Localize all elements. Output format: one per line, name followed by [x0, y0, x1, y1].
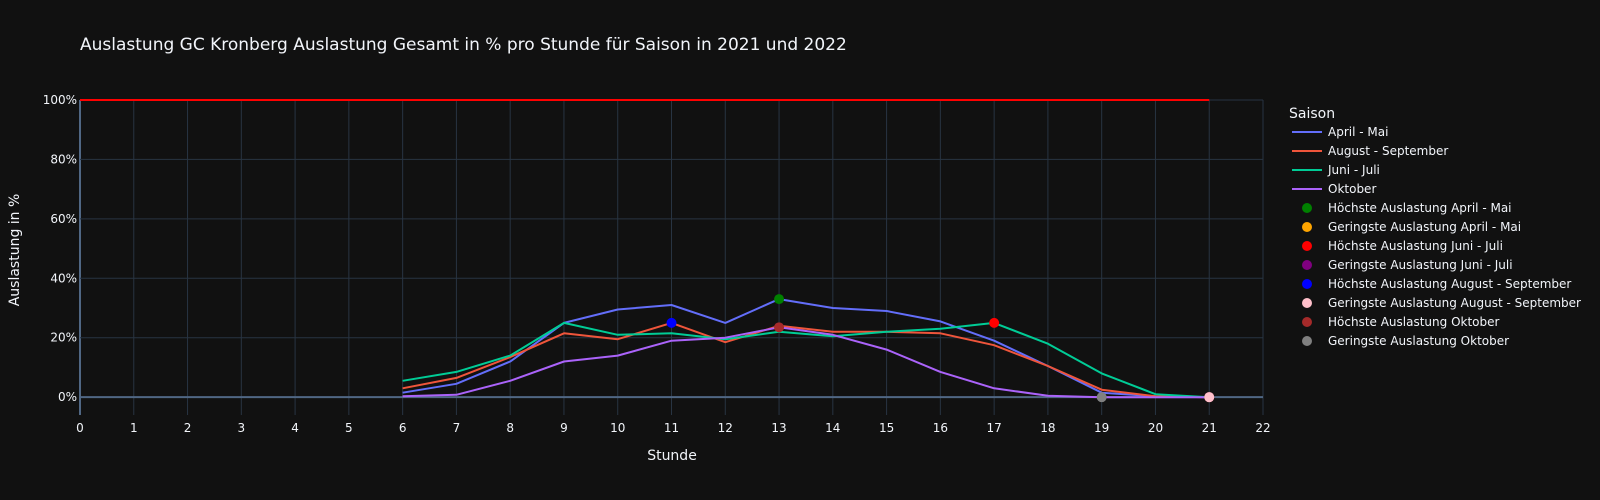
x-tick-label: 14 — [825, 421, 840, 435]
series-line — [402, 321, 1210, 399]
legend-label: Geringste Auslastung Oktober — [1328, 334, 1509, 348]
y-tick-label: 0% — [58, 390, 77, 404]
legend-label: August - September — [1328, 144, 1448, 158]
series-line — [402, 298, 1210, 399]
x-tick-label: 13 — [771, 421, 786, 435]
extreme-marker — [774, 294, 785, 305]
y-tick-label: 40% — [50, 271, 77, 285]
legend-item[interactable]: Höchste Auslastung August - September — [1302, 277, 1571, 291]
x-axis-title: Stunde — [647, 448, 697, 464]
legend-item[interactable]: August - September — [1292, 144, 1448, 158]
x-tick-label: 8 — [506, 421, 514, 435]
legend-label: Geringste Auslastung August - September — [1328, 296, 1581, 310]
legend-swatch — [1302, 241, 1312, 251]
x-tick-label: 10 — [610, 421, 625, 435]
x-tick-label: 2 — [184, 421, 192, 435]
x-tick-label: 3 — [237, 421, 245, 435]
legend-label: Höchste Auslastung August - September — [1328, 277, 1571, 291]
legend-swatch — [1302, 222, 1312, 232]
legend-title: Saison — [1289, 106, 1335, 122]
x-tick-label: 11 — [664, 421, 679, 435]
extreme-marker — [1096, 392, 1107, 403]
series-line — [402, 321, 1210, 399]
legend-item[interactable]: Juni - Juli — [1292, 163, 1380, 177]
x-tick-label: 4 — [291, 421, 299, 435]
x-tick-label: 12 — [718, 421, 733, 435]
legend-label: Geringste Auslastung Juni - Juli — [1328, 258, 1513, 272]
legend-swatch — [1302, 298, 1312, 308]
legend-item[interactable]: Geringste Auslastung August - September — [1302, 296, 1581, 310]
legend-label: Geringste Auslastung April - Mai — [1328, 220, 1521, 234]
legend-label: Höchste Auslastung April - Mai — [1328, 201, 1512, 215]
legend-swatch — [1302, 317, 1312, 327]
x-axis-ticks: 0 1 2 3 4 5 6 7 8 9 10 11 12 13 14 15 16 17 18 19 20 21 22 — [76, 421, 1270, 435]
x-tick-label: 21 — [1202, 421, 1217, 435]
x-tick-label: 6 — [399, 421, 407, 435]
x-tick-label: 9 — [560, 421, 568, 435]
x-tick-label: 16 — [933, 421, 948, 435]
x-tick-label: 1 — [130, 421, 138, 435]
x-tick-label: 0 — [76, 421, 84, 435]
x-tick-label: 17 — [986, 421, 1001, 435]
y-axis-ticks: 0% 20% 40% 60% 80% 100% — [43, 93, 77, 404]
x-tick-label: 19 — [1094, 421, 1109, 435]
legend-item[interactable]: Höchste Auslastung Juni - Juli — [1302, 239, 1503, 253]
x-tick-label: 5 — [345, 421, 353, 435]
legend-item[interactable]: April - Mai — [1292, 125, 1388, 139]
extreme-markers — [666, 294, 1215, 403]
legend-item[interactable]: Höchste Auslastung April - Mai — [1302, 201, 1512, 215]
series-lines — [402, 298, 1210, 399]
x-tick-label: 20 — [1148, 421, 1163, 435]
x-tick-label: 7 — [453, 421, 461, 435]
x-tick-label: 18 — [1040, 421, 1055, 435]
extreme-marker — [1204, 392, 1215, 403]
grid — [79, 99, 1264, 415]
legend-swatch — [1302, 279, 1312, 289]
chart-title: Auslastung GC Kronberg Auslastung Gesamt… — [80, 35, 847, 55]
legend-item[interactable]: Oktober — [1292, 182, 1376, 196]
legend-items: April - Mai August - September Juni - Juli… — [1292, 125, 1581, 348]
x-tick-label: 15 — [879, 421, 894, 435]
legend-label: Höchste Auslastung Juni - Juli — [1328, 239, 1503, 253]
y-tick-label: 20% — [50, 331, 77, 345]
legend-item[interactable]: Geringste Auslastung Oktober — [1302, 334, 1509, 348]
legend-label: Höchste Auslastung Oktober — [1328, 315, 1500, 329]
extreme-marker — [989, 317, 1000, 328]
legend-swatch — [1302, 336, 1312, 346]
y-tick-label: 80% — [50, 152, 77, 166]
extreme-marker — [666, 317, 677, 328]
series-line — [402, 326, 1210, 399]
extreme-marker — [774, 322, 785, 333]
y-tick-label: 60% — [50, 212, 77, 226]
legend-label: April - Mai — [1328, 125, 1388, 139]
x-tick-label: 22 — [1255, 421, 1270, 435]
y-tick-label: 100% — [43, 93, 77, 107]
legend-swatch — [1302, 260, 1312, 270]
legend-label: Juni - Juli — [1327, 163, 1380, 177]
legend-label: Oktober — [1328, 182, 1376, 196]
legend-item[interactable]: Geringste Auslastung April - Mai — [1302, 220, 1521, 234]
legend: Saison April - Mai August - September Juni… — [1289, 106, 1581, 348]
y-axis-title: Auslastung in % — [7, 194, 23, 307]
legend-swatch — [1302, 203, 1312, 213]
legend-item[interactable]: Höchste Auslastung Oktober — [1302, 315, 1500, 329]
legend-item[interactable]: Geringste Auslastung Juni - Juli — [1302, 258, 1513, 272]
